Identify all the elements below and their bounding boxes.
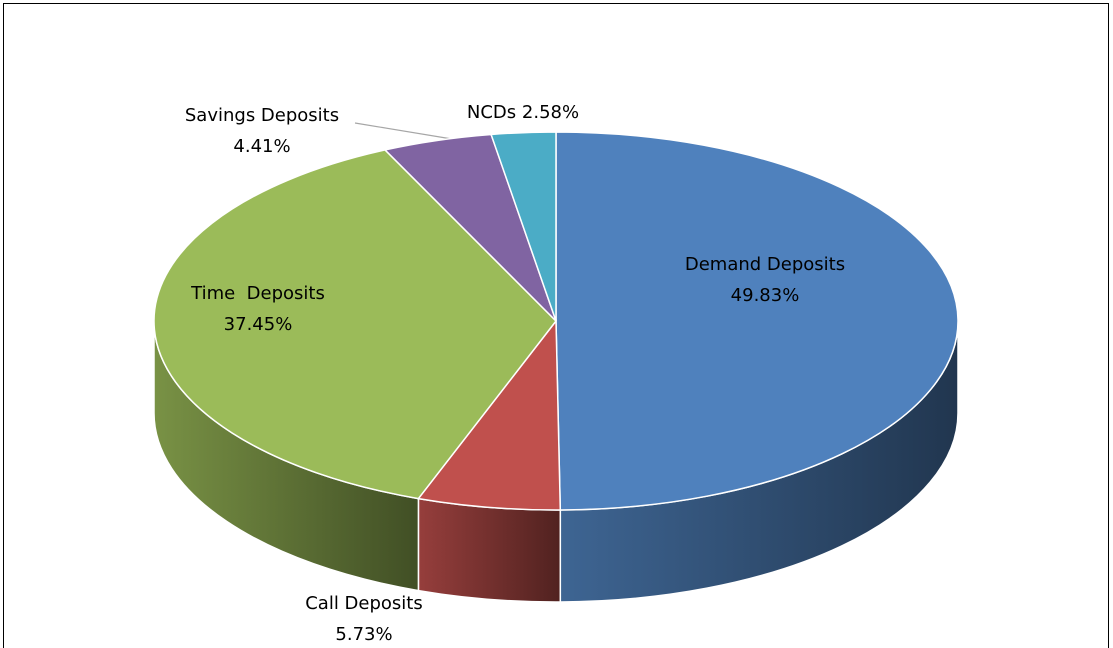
slice-side <box>417 497 562 603</box>
slice-value-label: 37.45% <box>224 314 293 335</box>
slice-label: Savings Deposits <box>185 105 339 126</box>
slice <box>555 131 959 511</box>
slice-value-label: 4.41% <box>233 136 290 157</box>
slice-label: Demand Deposits <box>685 254 845 275</box>
slice-label: Time Deposits <box>190 283 325 304</box>
slice-label-group: NCDs 2.58% <box>467 102 579 123</box>
slice-value-label: 49.83% <box>731 285 800 306</box>
slice-label: Call Deposits <box>305 593 423 614</box>
slice-label: NCDs <box>467 102 516 123</box>
slice <box>490 131 557 322</box>
leader-line <box>354 122 453 140</box>
slice <box>417 318 562 511</box>
slice-value-label: 5.73% <box>335 624 392 645</box>
chart-frame <box>3 3 1109 648</box>
slice-value-label: 2.58% <box>522 102 579 123</box>
slice <box>153 149 557 500</box>
